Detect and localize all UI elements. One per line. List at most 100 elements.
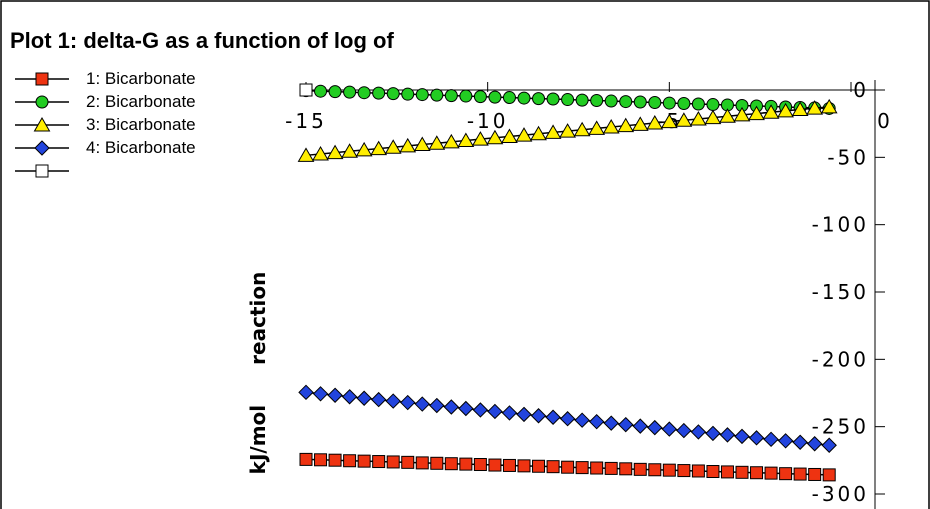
series-4-point [385,393,401,409]
series-3-point [762,104,780,119]
y-tick-label: -50 [827,145,869,169]
legend-item-3: 3: Bicarbonate [13,114,243,137]
legend-swatch [15,116,69,132]
series-4-point [618,416,634,433]
series-2-point [575,93,589,107]
series-4-point [705,425,721,442]
series-3-point [472,131,489,146]
series-1-point [372,455,386,469]
series-3-point [384,139,402,154]
series-1-point [822,468,836,482]
series-1-point [459,457,473,471]
series-1-point [633,462,647,476]
x-tick-label: 0 [877,109,893,133]
series-1-point [473,458,487,472]
series-1-point [357,454,371,468]
series-2-point [415,88,429,102]
series-1-point [779,467,793,481]
series-4-point [501,405,518,421]
series-5 [299,83,313,97]
series-3-point [559,123,576,138]
series-4-point [414,396,430,412]
series-1-point [764,466,778,480]
series-2-point [590,94,604,108]
series-1-point [793,467,807,481]
series-3-point [428,135,446,150]
series-2-point [691,97,705,111]
series-2-point [648,96,662,110]
series-layer [297,83,838,482]
series-2-point [633,95,647,109]
series-1-point [517,459,531,473]
x-tick-label: -10 [467,109,509,133]
series-1-point [415,456,429,470]
series-1-point [575,461,589,475]
series-4-point [545,409,561,425]
series-3-point [690,110,707,126]
legend-marker [35,95,49,109]
series-1-point [604,461,618,475]
series-2-point [619,95,633,109]
legend: 1: Bicarbonate 2: Bicarbonate 3: Bicarbona… [13,68,243,183]
series-3-point [777,102,794,118]
series-4-point [603,415,619,431]
series-3-point [501,128,518,143]
series-1-point [430,456,444,470]
series-1-point [386,455,400,469]
series-2-point [488,90,502,104]
series-4-point [632,418,648,434]
series-3-point [341,143,358,158]
series-5-point [299,83,313,97]
series-2-point [546,92,560,106]
series-2-point [502,91,516,105]
series-3-point [515,127,533,142]
legend-marker [34,140,50,156]
legend-swatch [15,164,69,178]
series-3-point [544,124,562,139]
series-2-point [662,96,676,110]
series-4-point [647,419,663,436]
series-1-point [662,463,676,477]
series-3-point [748,105,765,121]
series-4-point [763,431,779,448]
series-3-point [733,106,751,122]
series-2-point [473,90,487,104]
series-3-point [791,101,809,117]
series-1-point [590,461,604,475]
legend-item-2: 2: Bicarbonate [13,91,243,114]
series-2-point [430,88,444,102]
axes: -15-10-500-50-100-150-200-250-300 [285,78,893,509]
series-3-point [457,132,475,147]
series-2-point [328,85,342,99]
series-2-point [604,94,618,108]
series-3-point [820,98,838,114]
series-3-point [660,113,678,129]
legend-item-1: 1: Bicarbonate [13,68,243,91]
series-2-point [343,85,357,99]
series-2-point [444,89,458,103]
series-4-point [748,430,765,446]
legend-marker [33,116,51,132]
legend-label: 2: Bicarbonate [86,92,196,111]
legend-marker [35,72,49,86]
series-1-point [488,458,502,472]
series-4-point [370,391,387,408]
series-1-point [677,464,691,478]
chart-title: Plot 1: delta-G as a function of log of [10,28,394,53]
series-2-point [517,91,531,105]
series-4-point [516,406,532,423]
series-1-point [706,465,720,479]
series-3-point [442,133,460,149]
series-4-point [690,424,707,440]
legend-item-5 [13,160,243,183]
series-3-point [602,119,620,134]
series-2-point [677,96,691,110]
series-3-point [646,114,664,130]
legend-label: 1: Bicarbonate [86,69,196,88]
series-4 [298,384,837,453]
legend-marker [35,164,49,178]
series-4-point [312,386,329,402]
series-1-point [328,453,342,467]
